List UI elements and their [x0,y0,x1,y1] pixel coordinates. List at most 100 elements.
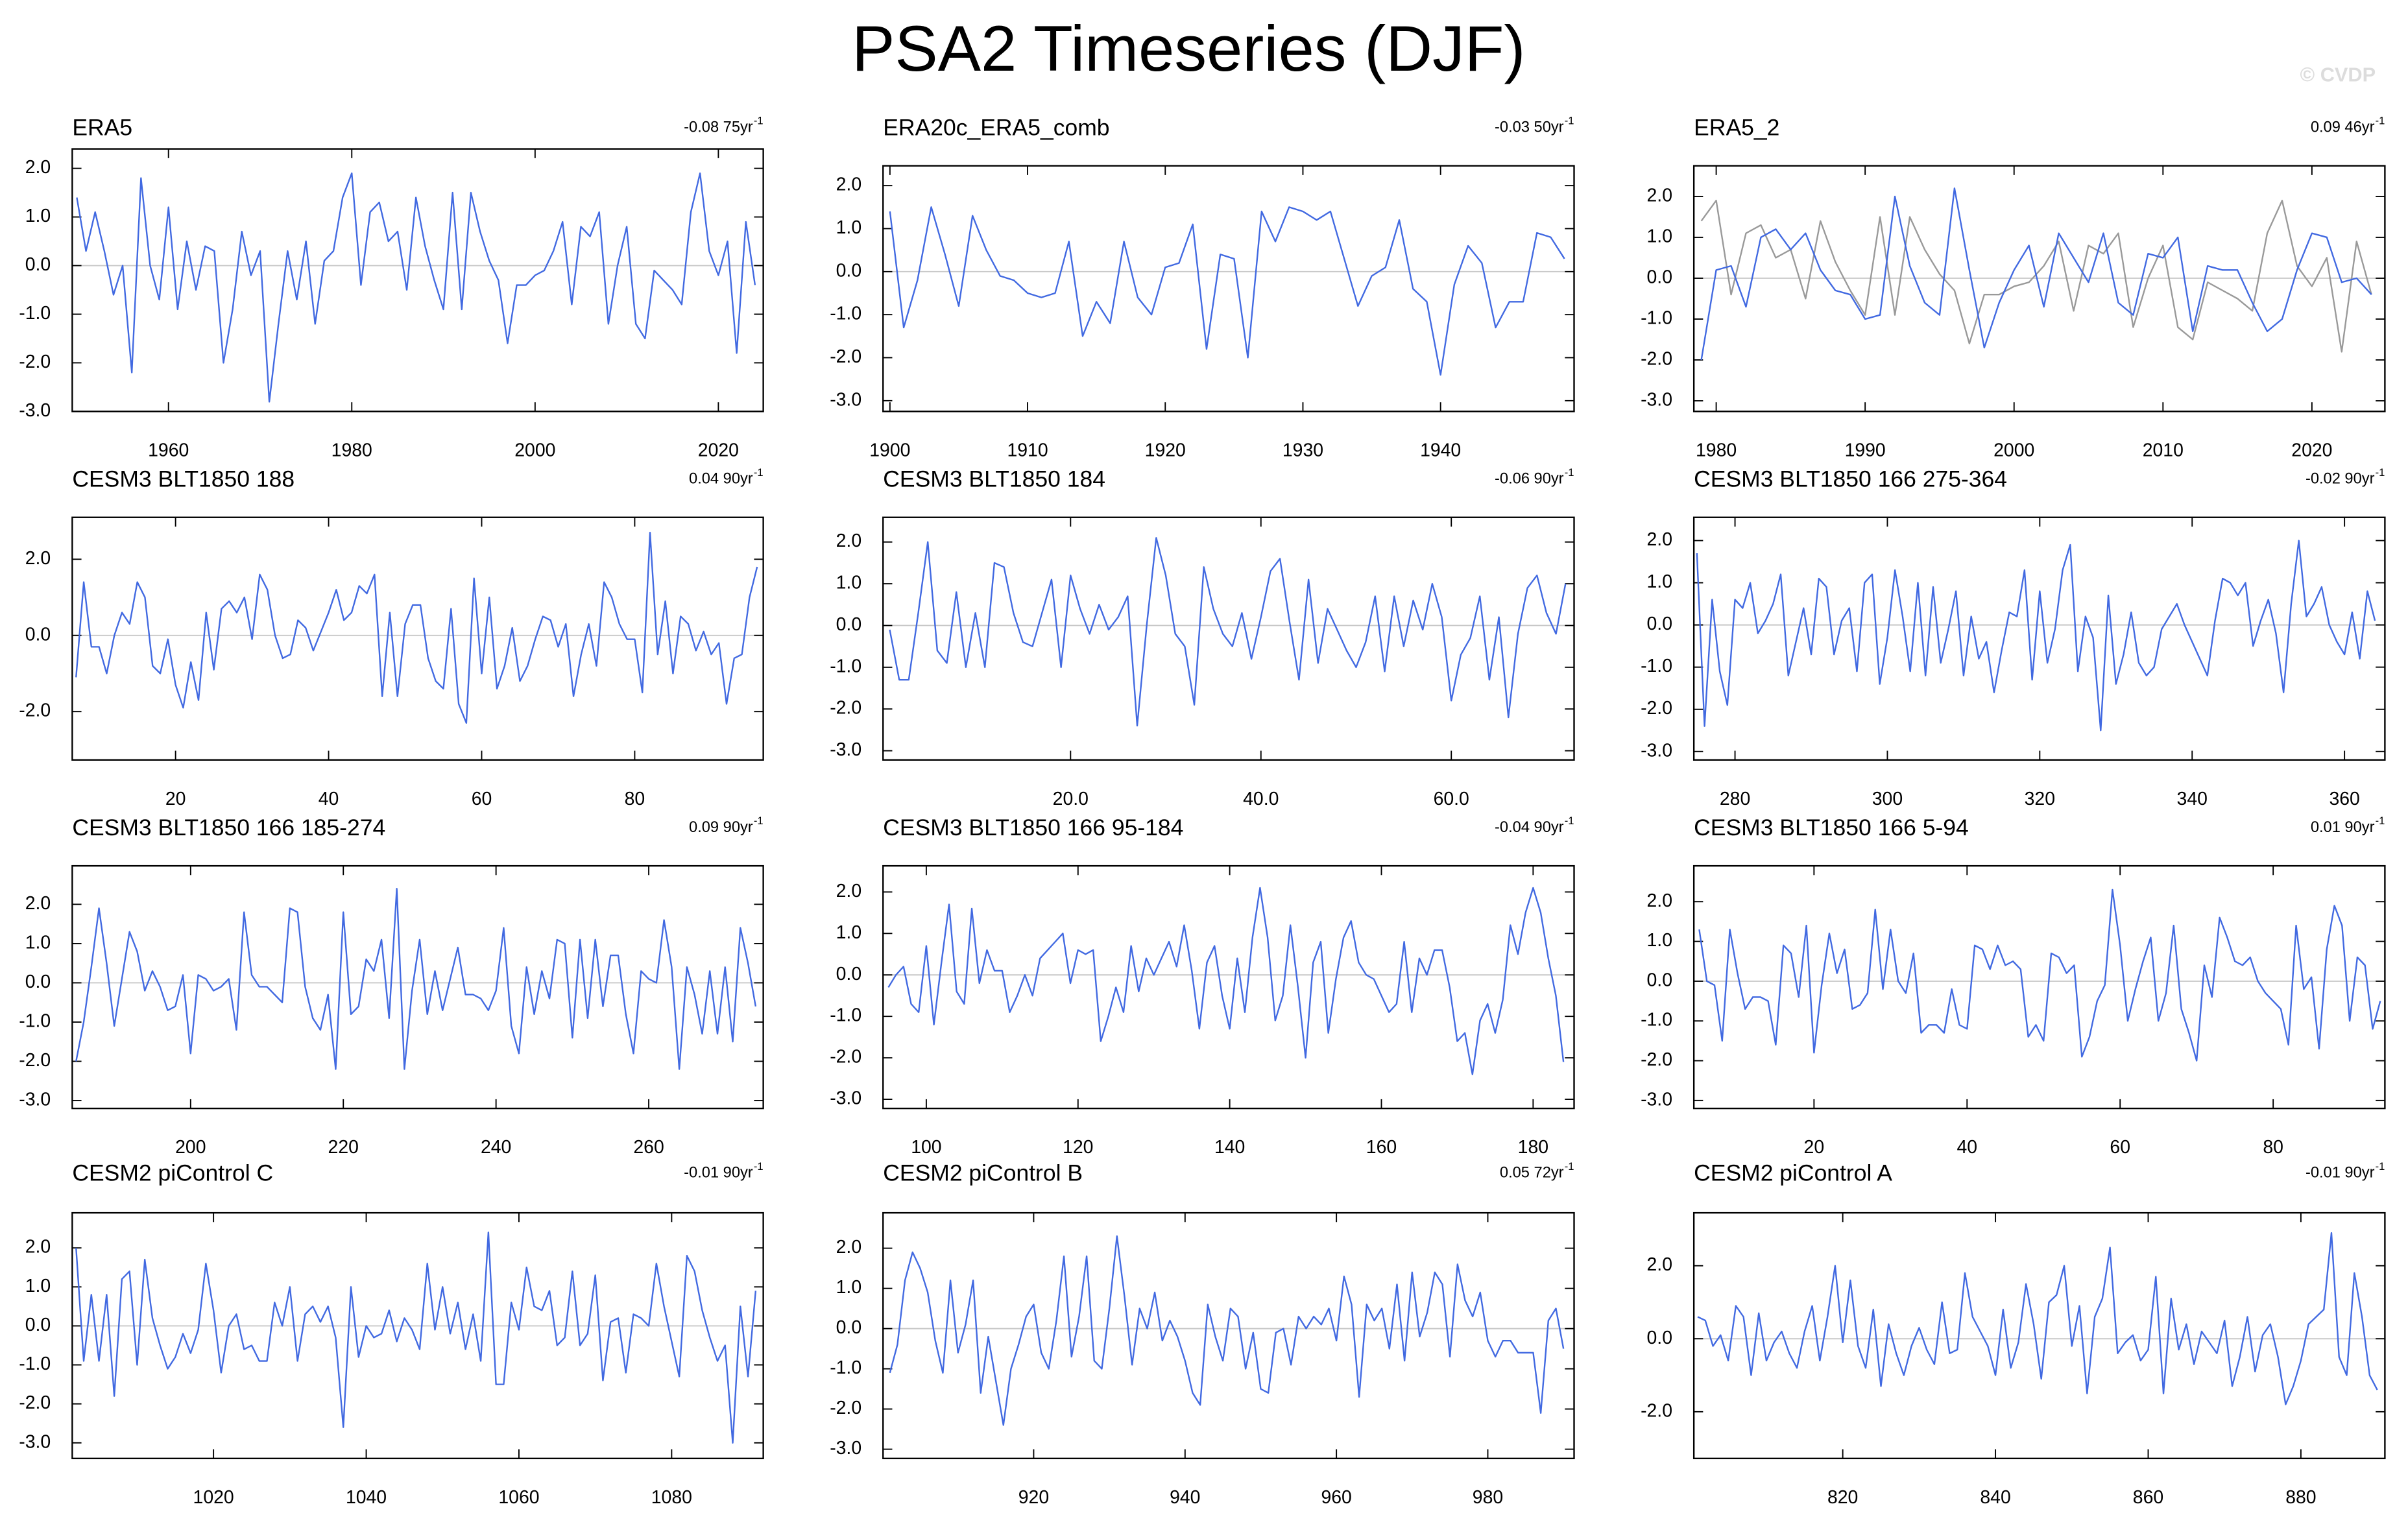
figure-title: PSA2 Timeseries (DJF) [852,13,1525,85]
series-line [75,1231,757,1444]
y-tick-label: -3.0 [830,389,861,410]
trend-exponent: -1 [1565,815,1574,827]
y-tick-label: 2.0 [25,1237,51,1258]
x-tick-label: 920 [1018,1487,1049,1508]
panel: CESM3 BLT1850 166 5-94 -10.01 90yr -3.0 -2.… [1641,815,2386,1158]
y-tick-label: 2.0 [836,174,861,195]
y-tick-label: 0.0 [1647,267,1672,287]
plot-frame [882,1211,1575,1460]
x-tick-label: 40.0 [1243,789,1279,809]
x-tick-label: 1990 [1845,440,1886,460]
y-tick-label: 1.0 [25,1276,51,1296]
x-tick-label: 20 [165,789,186,809]
panel: ERA5_2 -10.09 46yr -3.0 -2.0 -1.0 0.0 1.0 2.0 19… [1641,114,2386,460]
y-tick-label: 1.0 [836,1277,861,1298]
x-tick-label: 60.0 [1434,789,1469,809]
x-tick-label: 940 [1170,1487,1200,1508]
x-tick-label: 2000 [1993,440,2034,460]
y-tick-label: -2.0 [19,1392,51,1413]
plot-frame [71,148,764,412]
plot-frame [71,516,764,761]
y-tick-label: -1.0 [1641,656,1672,676]
panel: CESM2 piControl B -10.05 72yr -3.0 -2.0 -1.0… [830,1160,1575,1508]
y-tick-label: 1.0 [25,932,51,953]
panel: CESM3 BLT1850 166 275-364 -1-0.02 90yr -3.… [1641,466,2386,809]
x-tick-label: 1900 [869,440,910,460]
trend-exponent: -1 [754,1160,764,1173]
trend-exponent: -1 [1565,466,1574,479]
panel-title: ERA5 [72,114,132,140]
x-tick-label: 1040 [346,1487,387,1508]
x-tick-label: 280 [1720,789,1750,809]
trend-label: -0.01 90yr [684,1165,753,1182]
plot-frame [71,1211,764,1460]
x-tick-label: 180 [1518,1137,1548,1158]
panel-title: CESM3 BLT1850 188 [72,466,295,492]
x-tick-label: 260 [633,1137,664,1158]
panel: CESM2 piControl A -1-0.01 90yr -2.0 0.0 2.0 8… [1641,1160,2386,1508]
trend-exponent: -1 [754,815,764,827]
x-tick-label: 80 [625,789,645,809]
y-tick-label: -3.0 [1641,1089,1672,1110]
series-line [1696,540,2376,732]
y-tick-label: 1.0 [1647,571,1672,592]
x-tick-label: 1980 [331,440,372,460]
y-tick-label: 2.0 [25,548,51,569]
x-tick-label: 40 [1956,1137,1977,1158]
y-tick-label: 2.0 [25,893,51,914]
x-tick-label: 1080 [651,1487,692,1508]
y-tick-label: -3.0 [19,1431,51,1452]
y-tick-label: -1.0 [1641,1010,1672,1031]
y-tick-label: -3.0 [830,739,861,760]
y-tick-label: -2.0 [830,346,861,367]
y-tick-label: -2.0 [1641,1400,1672,1421]
x-tick-label: 20 [1804,1137,1825,1158]
y-tick-label: 1.0 [1647,226,1672,246]
y-tick-label: -3.0 [19,1090,51,1110]
panel: CESM3 BLT1850 166 185-274 -10.09 90yr -3.0… [19,815,764,1158]
x-tick-label: 160 [1366,1137,1397,1158]
y-tick-label: 1.0 [25,206,51,226]
y-tick-label: 0.0 [1647,614,1672,634]
x-tick-label: 220 [328,1137,359,1158]
y-tick-label: -2.0 [19,700,51,721]
y-tick-label: -2.0 [19,1050,51,1071]
x-tick-label: 340 [2177,789,2208,809]
y-tick-label: -2.0 [1641,698,1672,719]
series-line [889,1235,1565,1426]
plot-frame [1692,864,2386,1110]
series-line [1697,1232,2378,1405]
trend-exponent: -1 [2376,115,2385,127]
y-tick-label: -3.0 [830,1088,861,1109]
y-tick-label: -2.0 [830,1398,861,1418]
y-tick-label: -1.0 [19,1010,51,1031]
x-tick-label: 980 [1473,1487,1503,1508]
y-tick-label: 0.0 [836,964,861,984]
y-tick-label: 0.0 [25,1315,51,1335]
panel: CESM3 BLT1850 166 95-184 -1-0.04 90yr -3.0… [830,815,1575,1158]
y-tick-label: -3.0 [830,1438,861,1459]
panel-title: CESM2 piControl B [883,1160,1083,1186]
y-tick-label: -1.0 [19,303,51,324]
y-tick-label: 2.0 [25,157,51,178]
x-tick-label: 840 [1980,1487,2010,1508]
panel-title: ERA5_2 [1694,114,1779,140]
plot-frame [1692,1211,2386,1460]
y-tick-label: 0.0 [25,624,51,645]
x-tick-label: 880 [2285,1487,2316,1508]
y-tick-label: 2.0 [836,1237,861,1258]
x-tick-label: 1910 [1007,440,1048,460]
panel-title: ERA20c_ERA5_comb [883,114,1109,140]
plot-frame [1692,516,2386,761]
trend-exponent: -1 [754,466,764,479]
y-tick-label: 0.0 [836,1317,861,1338]
plot-frame [71,864,764,1110]
y-tick-label: 1.0 [836,573,861,593]
series-line [1698,888,2381,1062]
panel-title: CESM3 BLT1850 166 275-364 [1694,466,2007,492]
panel: CESM3 BLT1850 188 -10.04 90yr -2.0 0.0 2.0 20… [19,466,764,809]
trend-label: 0.09 90yr [689,819,753,836]
